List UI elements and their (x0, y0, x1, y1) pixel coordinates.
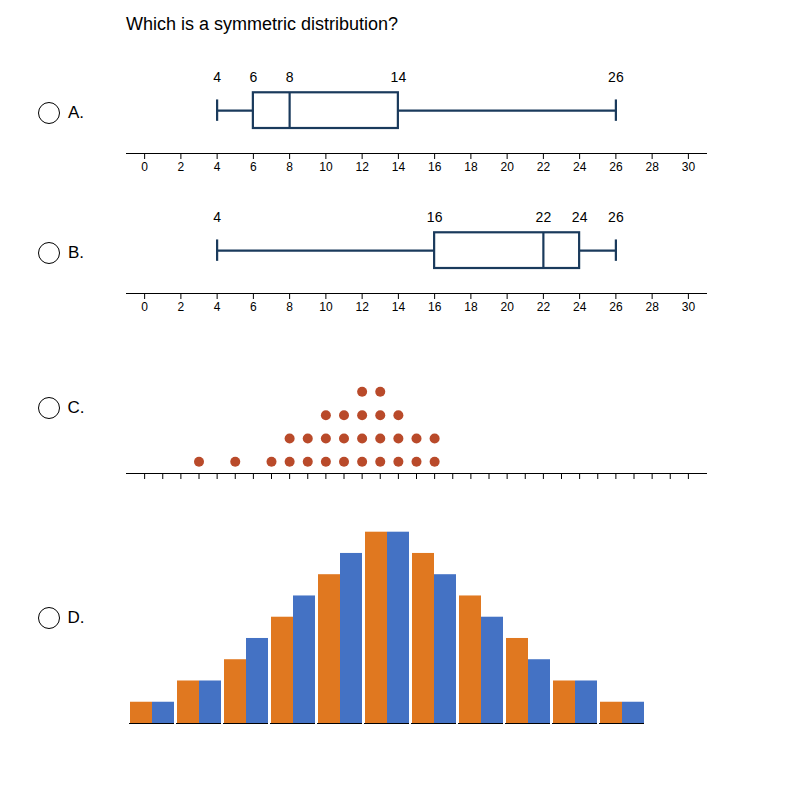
svg-text:4: 4 (214, 160, 221, 174)
svg-text:24: 24 (572, 209, 588, 225)
svg-text:16: 16 (427, 209, 443, 225)
html-text:A.: A. (68, 103, 84, 122)
svg-text:6: 6 (249, 69, 257, 85)
svg-text:8: 8 (286, 69, 294, 85)
svg-text:0: 0 (141, 160, 148, 174)
svg-text:2: 2 (178, 160, 185, 174)
svg-text:14: 14 (392, 300, 406, 314)
svg-text:18: 18 (464, 300, 478, 314)
svg-text:22: 22 (537, 160, 551, 174)
svg-text:4: 4 (214, 300, 221, 314)
svg-text:4: 4 (213, 209, 221, 225)
svg-text:6: 6 (250, 300, 257, 314)
svg-text:20: 20 (500, 300, 514, 314)
svg-text:28: 28 (645, 160, 659, 174)
svg-text:26: 26 (609, 300, 623, 314)
svg-text:14: 14 (392, 160, 406, 174)
svg-text:18: 18 (464, 160, 478, 174)
svg-text:14: 14 (391, 69, 407, 85)
svg-text:4: 4 (213, 69, 221, 85)
svg-text:16: 16 (428, 300, 442, 314)
svg-text:12: 12 (355, 300, 369, 314)
svg-text:26: 26 (608, 209, 624, 225)
svg-text:8: 8 (286, 300, 293, 314)
svg-text:10: 10 (319, 160, 333, 174)
html-text:B.: B. (68, 243, 84, 262)
svg-text:16: 16 (428, 160, 442, 174)
svg-text:24: 24 (573, 300, 587, 314)
html-text:D.: D. (67, 608, 85, 627)
svg-text:0: 0 (141, 300, 148, 314)
svg-text:30: 30 (682, 300, 696, 314)
svg-text:8: 8 (286, 160, 293, 174)
svg-text:2: 2 (178, 300, 185, 314)
svg-text:10: 10 (319, 300, 333, 314)
svg-text:6: 6 (250, 160, 257, 174)
svg-text:20: 20 (500, 160, 514, 174)
svg-text:22: 22 (536, 209, 552, 225)
svg-text:30: 30 (682, 160, 696, 174)
svg-text:26: 26 (609, 160, 623, 174)
svg-text:24: 24 (573, 160, 587, 174)
svg-text:12: 12 (355, 160, 369, 174)
svg-text:26: 26 (608, 69, 624, 85)
html-text:C.: C. (67, 398, 85, 417)
svg-text:28: 28 (645, 300, 659, 314)
html-text:Which is a symmetric distribut: Which is a symmetric distribution? (126, 14, 399, 34)
svg-text:22: 22 (537, 300, 551, 314)
